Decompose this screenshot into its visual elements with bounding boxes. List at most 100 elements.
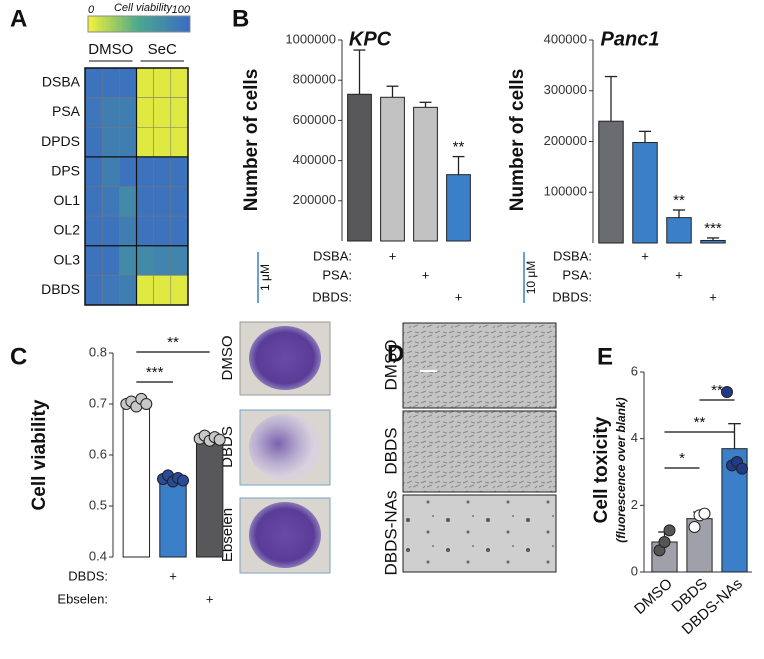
- data-point: [663, 524, 676, 537]
- heatmap-cell: [101, 275, 120, 306]
- treatment-mark: +: [206, 591, 214, 606]
- treatment-mark: +: [169, 568, 177, 583]
- colorbar-segment: [149, 16, 153, 32]
- colorbar-segment: [100, 16, 104, 32]
- colorbar-segment: [151, 16, 155, 32]
- y-tick-label: 0.6: [89, 446, 107, 461]
- treatment-mark: +: [455, 289, 463, 304]
- colorbar-segment: [172, 16, 176, 32]
- heatmap-cell: [101, 67, 120, 98]
- heatmap-cell: [101, 156, 120, 187]
- plate-images: DMSO DBDS Ebselen: [219, 321, 331, 574]
- heatmap-cell: [84, 186, 103, 217]
- colorbar-segment: [93, 16, 97, 32]
- heatmap-cell: [84, 156, 103, 187]
- heatmap-cell: [170, 275, 189, 306]
- y-tick-label: 6: [631, 363, 638, 378]
- chart-title: KPC: [349, 28, 392, 50]
- row-label: DSBA: [42, 74, 81, 90]
- colorbar-segment: [123, 16, 127, 32]
- colorbar-segment: [103, 16, 107, 32]
- bar: [159, 478, 187, 558]
- y-axis-label: Cell viability: [29, 399, 50, 510]
- bracket-label: **: [711, 382, 723, 399]
- microscopy-images: D DMSO DBDS DBDS-NAs: [381, 322, 557, 576]
- row-label: DPDS: [41, 133, 80, 149]
- significance: ***: [704, 220, 722, 237]
- y-tick-label: 300000: [544, 82, 587, 97]
- image-label: DBDS-NAs: [381, 490, 400, 575]
- panel-letter: D: [387, 340, 404, 367]
- panel-letter: A: [10, 5, 27, 32]
- data-point: [698, 507, 711, 520]
- heatmap-cell: [84, 97, 103, 128]
- heatmap-cell: [170, 156, 189, 187]
- colorbar-segment: [95, 16, 99, 32]
- micrograph: [402, 494, 557, 573]
- heatmap-cell: [119, 186, 137, 217]
- colorbar-segment: [88, 16, 92, 32]
- heatmap-cell: [153, 245, 172, 276]
- plate-well: [249, 326, 321, 390]
- colorbar-segment: [131, 16, 135, 32]
- row-label: OL1: [54, 192, 81, 208]
- colorbar-segment: [139, 16, 143, 32]
- colorbar-tick-label: 100: [172, 4, 191, 16]
- treatment-label: DSBA:: [313, 248, 352, 263]
- concentration-label: 10 μM: [524, 261, 538, 295]
- heatmap-cell: [101, 97, 120, 128]
- colorbar-tick-label: 0: [88, 4, 95, 16]
- colorbar-segment: [136, 16, 140, 32]
- heatmap-cell: [170, 67, 189, 98]
- row-label: DBDS: [41, 281, 80, 297]
- heatmap-cell: [119, 97, 137, 128]
- heatmap-cell: [170, 186, 189, 217]
- heatmap-cell: [101, 245, 120, 276]
- micrograph: [402, 322, 557, 409]
- heatmap-cell: [101, 215, 120, 246]
- concentration-label: 1 μM: [258, 264, 272, 291]
- image-label: DMSO: [381, 340, 400, 391]
- y-axis-note: (fluorescence over blank): [614, 397, 628, 542]
- row-label: OL2: [54, 222, 81, 238]
- y-tick-label: 200000: [544, 133, 587, 148]
- y-axis-label: Cell toxicity: [591, 416, 612, 523]
- bar: [446, 174, 471, 242]
- heatmap-cell: [84, 275, 103, 306]
- heatmap-cell: [84, 67, 103, 98]
- colorbar-segment: [144, 16, 148, 32]
- colorbar-segment: [159, 16, 163, 32]
- panel-letter: E: [597, 343, 613, 370]
- heatmap-cell: [119, 215, 137, 246]
- image-label: DMSO: [219, 336, 236, 381]
- data-point: [177, 474, 189, 487]
- y-tick-label: 1000000: [285, 31, 336, 46]
- heatmap-cell: [153, 97, 172, 128]
- colorbar-segment: [128, 16, 132, 32]
- heatmap-cell: [136, 215, 154, 246]
- y-tick-label: 800000: [293, 72, 336, 87]
- heatmap-cell: [84, 215, 103, 246]
- panel-letter: C: [10, 343, 27, 370]
- treatment-mark: +: [675, 267, 683, 282]
- colorbar-segment: [179, 16, 183, 32]
- y-tick-label: 2: [631, 497, 638, 512]
- treatment-label: PSA:: [562, 267, 592, 282]
- heatmap-cell: [136, 67, 154, 98]
- bar: [666, 217, 692, 244]
- heatmap-cell: [119, 156, 137, 187]
- bar: [122, 403, 151, 558]
- colorbar-segment: [146, 16, 150, 32]
- colorbar-label: Cell viability: [114, 2, 174, 14]
- heatmap-cell: [170, 127, 189, 158]
- treatment-label: DBDS:: [312, 289, 352, 304]
- bracket-label: ***: [146, 364, 164, 381]
- colorbar-segment: [133, 16, 137, 32]
- heatmap-cell: [119, 275, 137, 306]
- treatment-label: DBDS:: [68, 568, 108, 583]
- y-tick-label: 0.8: [89, 344, 107, 359]
- colorbar-segment: [113, 16, 117, 32]
- y-tick-label: 0: [631, 563, 638, 578]
- treatment-label: DBDS:: [552, 289, 592, 304]
- heatmap-cell: [153, 186, 172, 217]
